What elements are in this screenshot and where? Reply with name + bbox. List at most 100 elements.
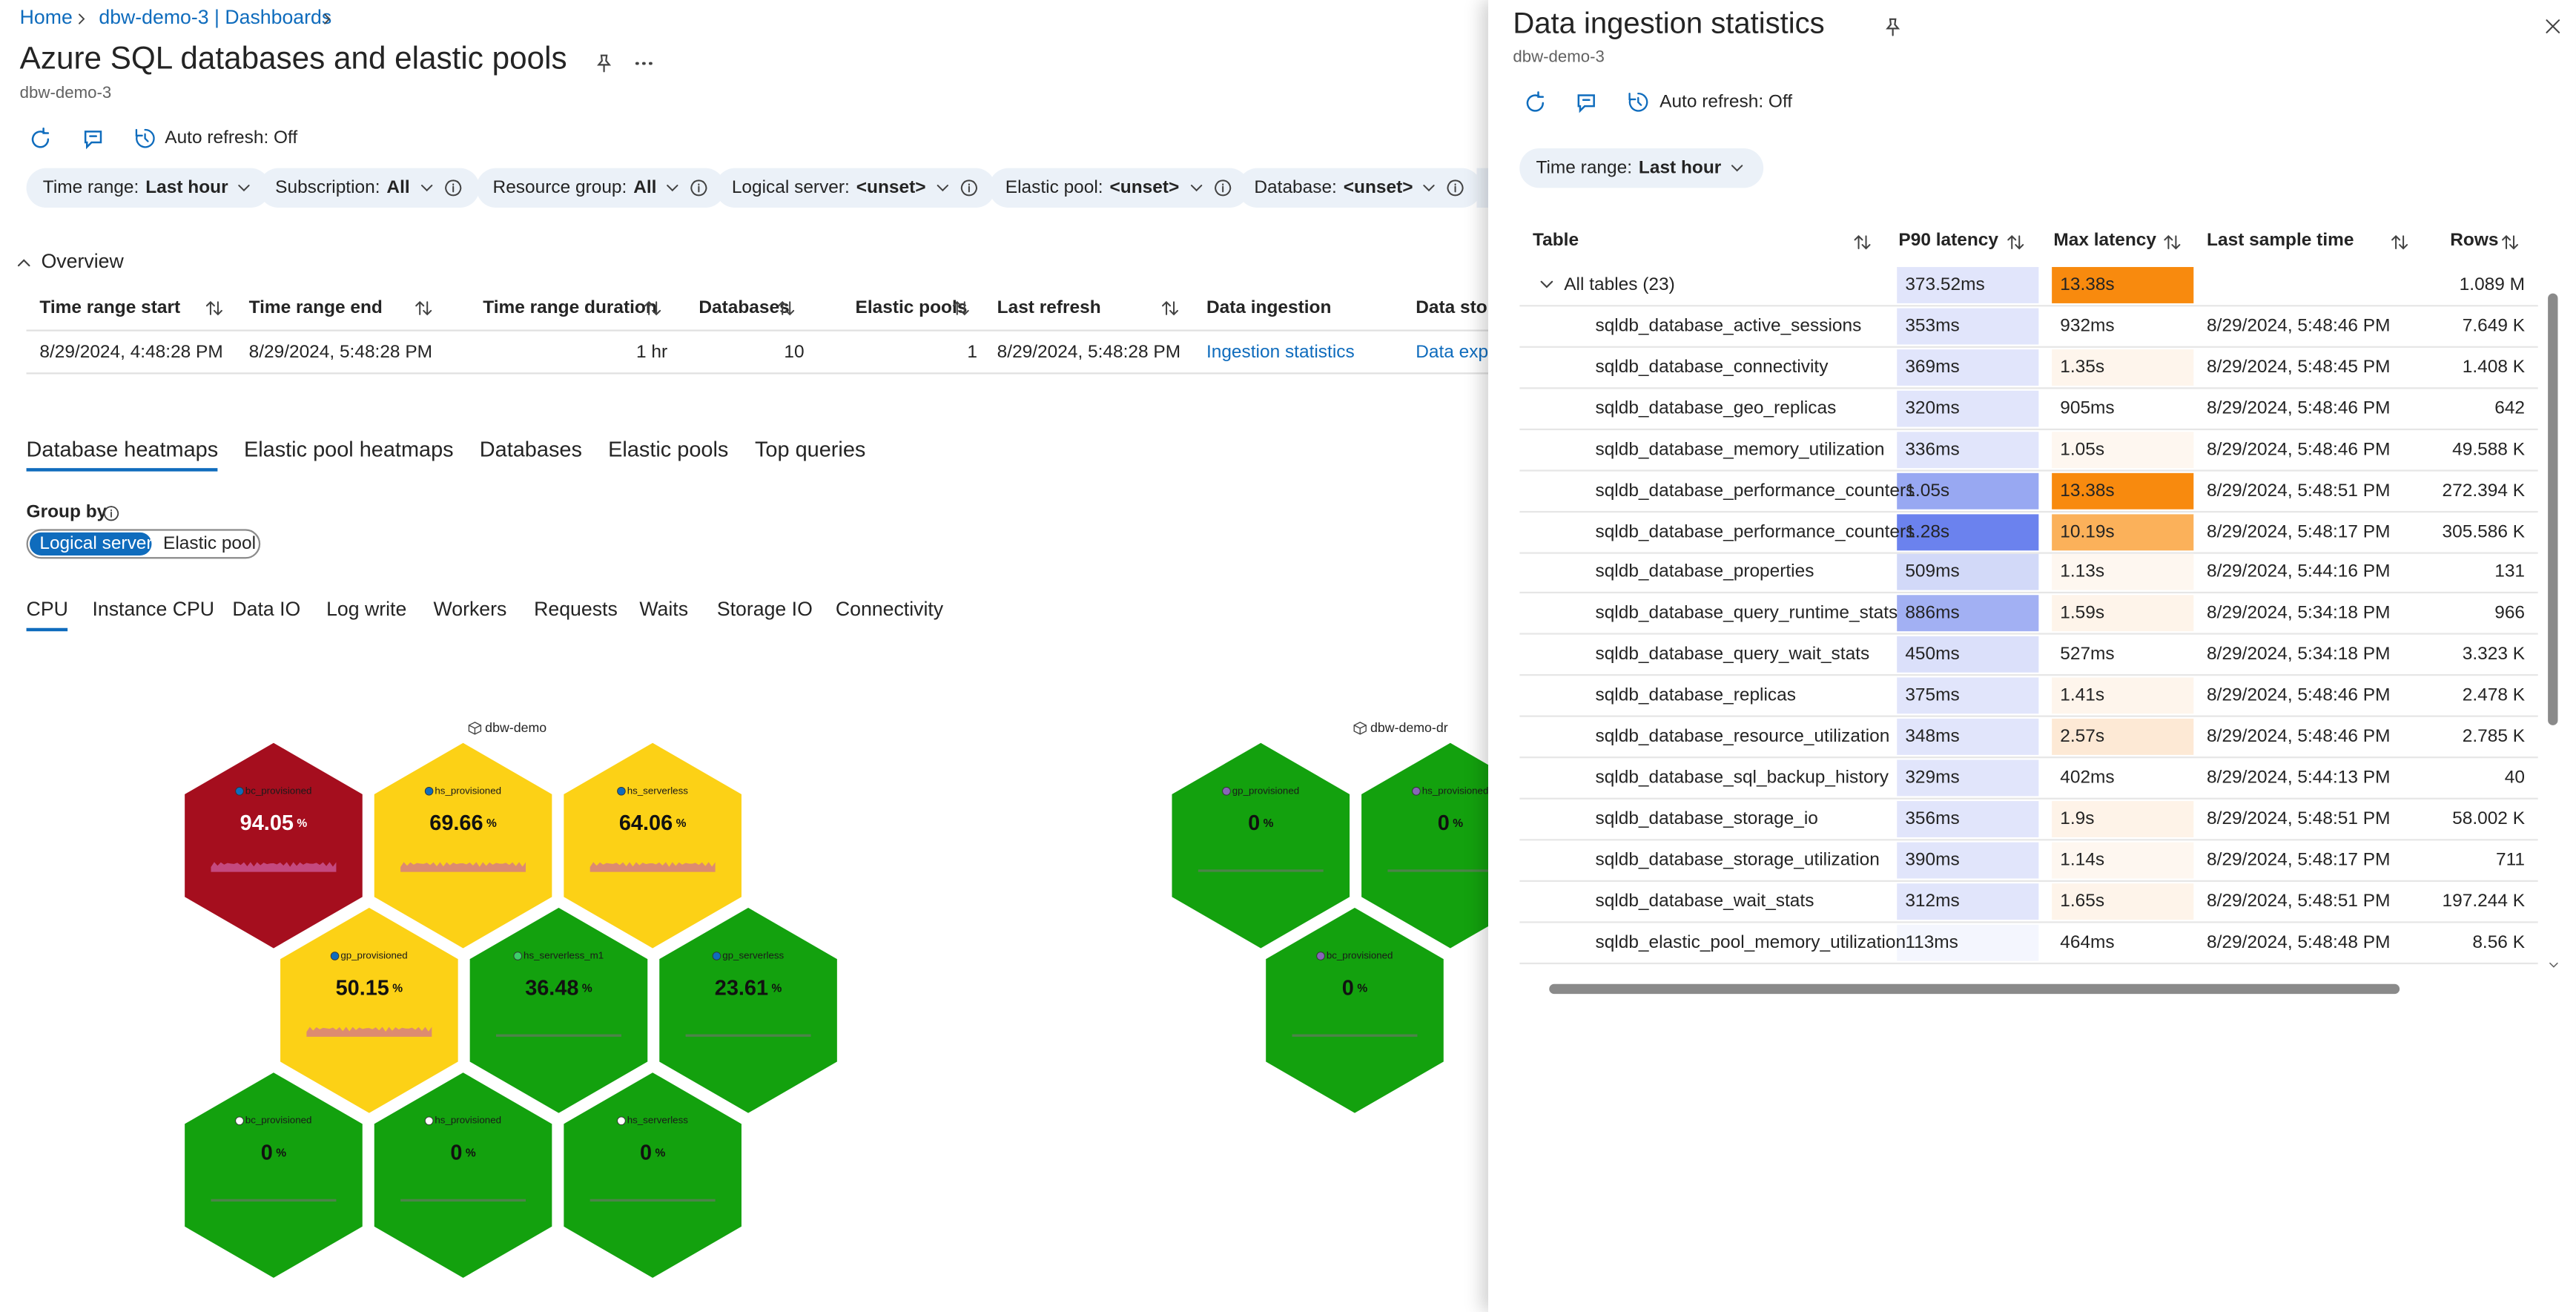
hex-cell[interactable]: [654, 902, 842, 1119]
column-header[interactable]: Rows: [2450, 231, 2499, 251]
icon-sort[interactable]: [951, 298, 971, 318]
filter-value: Last hour: [145, 178, 228, 198]
column-header[interactable]: Table: [1533, 231, 1579, 251]
icon-sort[interactable]: [1160, 298, 1180, 318]
p90-latency: 886ms: [1905, 603, 1960, 624]
hex-dot: [712, 952, 721, 960]
icon-path: [595, 53, 611, 72]
divider: [26, 329, 1489, 332]
tab[interactable]: Instance CPU: [92, 597, 215, 621]
filter-pill[interactable]: Resource group: All: [476, 168, 726, 208]
link[interactable]: Ingestion statistics: [1206, 343, 1355, 363]
breadcrumb-link[interactable]: Home: [19, 5, 73, 29]
max-cell: [2052, 390, 2194, 427]
tab[interactable]: Databases: [479, 436, 582, 461]
icon-sort[interactable]: [2162, 232, 2182, 252]
hex-cell[interactable]: [1261, 902, 1449, 1119]
breadcrumb-link[interactable]: dbw-demo-3 | Dashboards: [99, 5, 332, 29]
icon-more[interactable]: [632, 52, 653, 73]
icon-down[interactable]: [1535, 274, 1556, 295]
icon-info[interactable]: [102, 504, 119, 521]
icon-sort[interactable]: [2390, 232, 2410, 252]
row-count: 131: [2494, 562, 2526, 583]
icon-chev[interactable]: [317, 9, 335, 27]
tab[interactable]: Database heatmaps: [26, 436, 219, 461]
tab[interactable]: Elastic pools: [608, 436, 729, 461]
icon-path: [16, 258, 30, 266]
toggle-option[interactable]: Logical server: [39, 533, 153, 554]
column-header[interactable]: Last sample time: [2207, 231, 2354, 251]
h-scrollbar: [1549, 983, 2400, 995]
hex-value: 69.66%: [429, 811, 497, 835]
last-sample-time: 8/29/2024, 5:48:51 PM: [2207, 480, 2391, 501]
column-header[interactable]: P90 latency: [1898, 231, 1999, 251]
icon-clock[interactable]: [133, 127, 156, 150]
filter-pill[interactable]: Elastic pool: <unset>: [988, 168, 1249, 208]
icon-sort[interactable]: [205, 298, 225, 318]
table-name: sqldb_database_query_wait_stats: [1595, 645, 1870, 665]
filter-pill[interactable]: Time range: Last hour: [1519, 148, 1765, 188]
icon-sort[interactable]: [776, 298, 796, 318]
icon-sort[interactable]: [414, 298, 434, 318]
icon-sort[interactable]: [2500, 232, 2520, 252]
tab[interactable]: Data IO: [232, 597, 301, 621]
column-header[interactable]: Databases: [699, 298, 790, 318]
column-header[interactable]: Max latency: [2053, 231, 2156, 251]
table-name[interactable]: All tables (23): [1564, 274, 1675, 294]
tab[interactable]: Elastic pool heatmaps: [243, 436, 454, 461]
hex-cell[interactable]: [369, 1067, 558, 1284]
icon-chev[interactable]: [72, 9, 90, 27]
tab[interactable]: Workers: [433, 597, 507, 621]
column-header[interactable]: Time range end: [248, 298, 383, 318]
tab[interactable]: Log write: [326, 597, 407, 621]
p90-latency: 320ms: [1905, 398, 1960, 418]
column-header[interactable]: Data ingestion: [1206, 298, 1332, 318]
icon-up[interactable]: [13, 251, 34, 273]
filter-pill[interactable]: Database: <unset>: [1238, 168, 1482, 208]
column-header[interactable]: Elastic pools: [855, 298, 968, 318]
icon-sort[interactable]: [1852, 232, 1872, 252]
filter-pill[interactable]: Time range: Last hour: [26, 168, 271, 208]
tab[interactable]: CPU: [26, 597, 68, 621]
last-sample-time: 8/29/2024, 5:44:13 PM: [2207, 768, 2391, 788]
hex-name: bc_provisioned: [245, 1115, 312, 1126]
icon-down[interactable]: [2546, 957, 2560, 972]
hex-cell[interactable]: [179, 737, 368, 955]
icon-sort[interactable]: [643, 298, 663, 318]
tab[interactable]: Waits: [639, 597, 689, 621]
filter-pill[interactable]: Logical server: <unset>: [715, 168, 995, 208]
icon-feed[interactable]: [1573, 90, 1597, 114]
hex-cell[interactable]: [275, 902, 463, 1119]
table-body: All tables (23) 373.52ms 13.38s 1.089 M sqld…: [1519, 263, 2538, 969]
auto-refresh[interactable]: Auto refresh: Off: [165, 128, 298, 148]
icon-refresh[interactable]: [1522, 90, 1547, 114]
toggle-option[interactable]: Elastic pool: [163, 533, 257, 554]
column-header[interactable]: Last refresh: [997, 298, 1101, 318]
hex-cell[interactable]: [179, 1067, 368, 1284]
auto-refresh[interactable]: Auto refresh: Off: [1659, 92, 1793, 113]
hex-cell[interactable]: [464, 902, 653, 1119]
icon-x[interactable]: [2543, 16, 2563, 36]
hex-cell[interactable]: [1166, 737, 1355, 955]
tab[interactable]: Top queries: [754, 436, 866, 461]
icon-sort[interactable]: [2006, 232, 2026, 252]
max-latency: 905ms: [2060, 398, 2115, 418]
icon-feed[interactable]: [80, 126, 105, 151]
column-header[interactable]: Time range start: [39, 298, 181, 318]
hex-cell[interactable]: [558, 737, 747, 955]
tab[interactable]: Connectivity: [835, 597, 944, 621]
filter-pill[interactable]: Subscription: All: [258, 168, 480, 208]
hex-cell[interactable]: [369, 737, 558, 955]
tab[interactable]: Requests: [534, 597, 618, 621]
icon-pin[interactable]: [592, 52, 614, 73]
column-header[interactable]: Time range duration: [483, 298, 657, 318]
icon-refresh[interactable]: [27, 126, 52, 151]
icon-pin[interactable]: [1881, 16, 1903, 37]
icon-clock[interactable]: [1627, 90, 1650, 113]
max-cell: [2052, 718, 2194, 755]
filter-label: Time range:: [42, 178, 139, 198]
icon-path: [1525, 90, 1543, 111]
tab[interactable]: Storage IO: [716, 597, 813, 621]
p90-cell: [1897, 266, 2039, 303]
hex-cell[interactable]: [558, 1067, 747, 1284]
